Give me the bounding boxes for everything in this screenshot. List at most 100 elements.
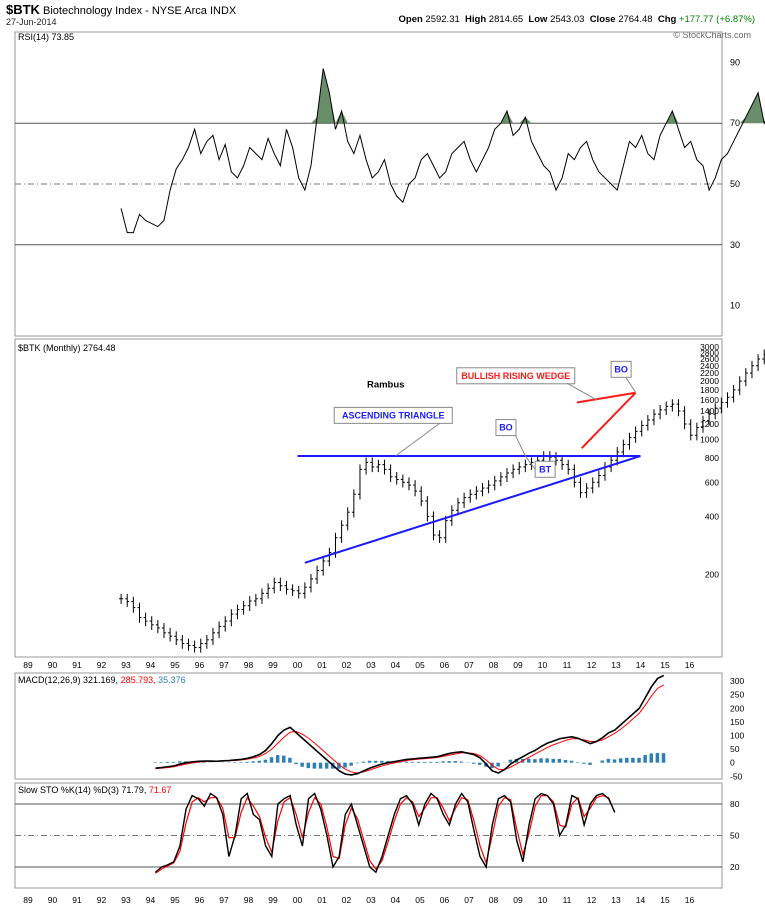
macd-histogram-bar xyxy=(300,762,304,767)
rsi-tick-label: 30 xyxy=(730,240,740,250)
rsi-tick-label: 70 xyxy=(730,118,740,128)
macd-histogram-bar xyxy=(631,757,635,763)
sto-xtick-label: 15 xyxy=(660,895,670,905)
macd-histogram-bar xyxy=(373,760,378,763)
price-xtick-label: 07 xyxy=(464,660,474,670)
sto-xtick-label: 90 xyxy=(48,895,58,905)
price-xtick-label: 06 xyxy=(440,660,450,670)
macd-histogram-bar xyxy=(263,759,268,763)
sto-xtick-label: 05 xyxy=(415,895,425,905)
low-label: Low xyxy=(528,14,548,25)
rsi-tick-label: 10 xyxy=(730,301,740,311)
price-xtick-label: 02 xyxy=(342,660,352,670)
sto-legend-part: Slow STO %K(14) %D(3) 71.79, xyxy=(18,785,149,795)
close-value: 2764.48 xyxy=(618,14,653,25)
price-xtick-label: 03 xyxy=(366,660,376,670)
sto-xtick-label: 06 xyxy=(440,895,450,905)
macd-histogram-bar xyxy=(447,761,451,763)
rsi-overbought-fill xyxy=(519,117,532,124)
macd-histogram-bar xyxy=(159,762,164,763)
price-xtick-label: 09 xyxy=(513,660,523,670)
breakout-1-callout-label: BO xyxy=(499,423,513,433)
open-value: 2592.31 xyxy=(425,14,460,25)
macd-histogram-bar xyxy=(269,757,274,763)
price-tick-label: 1200 xyxy=(700,419,719,429)
stockcharts-credit: © StockCharts.com xyxy=(673,30,751,40)
sto-xtick-label: 00 xyxy=(293,895,303,905)
macd-histogram-bar xyxy=(582,762,586,764)
macd-histogram-bar xyxy=(643,755,647,763)
macd-histogram-bar xyxy=(306,762,311,769)
price-xtick-label: 11 xyxy=(563,660,572,670)
backtest-pointer xyxy=(524,455,536,470)
price-xtick-label: 15 xyxy=(660,660,670,670)
macd-histogram-bar xyxy=(386,761,390,763)
macd-histogram-bar xyxy=(177,761,182,763)
rising-wedge-pointer xyxy=(566,382,597,401)
price-tick-label: 200 xyxy=(705,570,719,580)
price-xtick-label: 90 xyxy=(48,660,58,670)
sto-xtick-label: 11 xyxy=(563,895,572,905)
macd-histogram-bar xyxy=(153,762,157,763)
macd-histogram-bar xyxy=(312,762,317,769)
macd-histogram-bar xyxy=(165,761,170,763)
sto-tick-label: 50 xyxy=(730,831,740,841)
chg-label: Chg xyxy=(657,14,677,25)
macd-histogram-bar xyxy=(233,762,237,763)
price-xtick-label: 95 xyxy=(170,660,180,670)
sto-d-line xyxy=(155,794,616,874)
ohlc-readout: Open 2592.31 High 2814.65 Low 2543.03 Cl… xyxy=(399,14,756,25)
macd-histogram-bar xyxy=(288,757,292,763)
macd-histogram-bar xyxy=(496,762,500,767)
price-tick-label: 400 xyxy=(705,511,719,521)
high-value: 2814.65 xyxy=(488,14,524,25)
sto-xtick-label: 08 xyxy=(489,895,499,905)
macd-histogram-bar xyxy=(569,760,574,763)
price-legend: $BTK (Monthly) 2764.48 xyxy=(18,343,116,353)
ascending-triangle-callout-label: ASCENDING TRIANGLE xyxy=(342,410,445,420)
sto-xtick-label: 94 xyxy=(146,895,156,905)
macd-histogram-bar xyxy=(625,757,629,763)
rising-wedge-callout-label: BULLISH RISING WEDGE xyxy=(461,371,570,381)
macd-legend-part: MACD(12,26,9) 321.169, xyxy=(18,675,121,685)
macd-tick-label: 100 xyxy=(730,731,744,741)
sto-xtick-label: 99 xyxy=(268,895,278,905)
price-xtick-label: 99 xyxy=(268,660,278,670)
sto-xtick-label: 14 xyxy=(636,895,646,905)
macd-histogram-bar xyxy=(257,760,262,763)
ascending-triangle-pointer xyxy=(395,422,440,457)
price-tick-label: 600 xyxy=(705,477,719,487)
sto-xtick-label: 16 xyxy=(685,895,695,905)
macd-histogram-bar xyxy=(202,762,206,763)
macd-histogram-bar xyxy=(563,759,568,763)
macd-histogram-bar xyxy=(435,761,439,763)
macd-histogram-bar xyxy=(661,753,666,763)
price-xtick-label: 89 xyxy=(23,660,33,670)
macd-histogram-bar xyxy=(527,758,531,763)
open-label: Open xyxy=(398,14,423,25)
macd-histogram-bar xyxy=(239,762,243,763)
price-tick-label: 2200 xyxy=(700,368,719,378)
price-xtick-label: 16 xyxy=(685,660,695,670)
price-xtick-label: 91 xyxy=(72,660,82,670)
macd-histogram-bar xyxy=(576,762,580,763)
rsi-tick-label: 90 xyxy=(730,57,740,67)
sto-xtick-label: 07 xyxy=(464,895,474,905)
macd-tick-label: 300 xyxy=(730,676,744,686)
macd-histogram-bar xyxy=(533,759,537,763)
macd-legend: MACD(12,26,9) 321.169, 285.793, 35.376 xyxy=(18,675,186,685)
macd-histogram-bar xyxy=(606,758,611,763)
rsi-overbought-fill xyxy=(310,68,336,124)
macd-histogram-bar xyxy=(508,759,513,763)
wedge-lower-line xyxy=(580,392,637,449)
macd-histogram-bar xyxy=(459,761,464,763)
macd-histogram-bar xyxy=(551,758,556,763)
price-tick-label: 2000 xyxy=(700,376,719,386)
macd-panel-frame xyxy=(14,672,723,780)
macd-histogram-bar xyxy=(655,752,660,763)
macd-histogram-bar xyxy=(324,762,329,769)
macd-tick-label: 200 xyxy=(730,703,744,713)
rising-wedge-callout-box xyxy=(456,367,576,385)
breakout-2-callout-label: BO xyxy=(614,364,628,374)
sto-xtick-label: 92 xyxy=(97,895,107,905)
